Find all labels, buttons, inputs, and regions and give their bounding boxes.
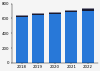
Bar — [49, 12, 61, 13]
Bar — [65, 11, 77, 12]
Bar — [32, 13, 44, 14]
Bar — [32, 14, 44, 15]
Bar — [16, 17, 28, 63]
Bar — [82, 11, 94, 63]
Bar — [65, 10, 77, 11]
Bar — [82, 9, 94, 11]
Bar — [49, 14, 61, 63]
Bar — [82, 8, 94, 9]
Bar — [16, 16, 28, 17]
Bar — [65, 12, 77, 63]
Bar — [49, 13, 61, 14]
Bar — [32, 15, 44, 63]
Bar — [16, 15, 28, 16]
